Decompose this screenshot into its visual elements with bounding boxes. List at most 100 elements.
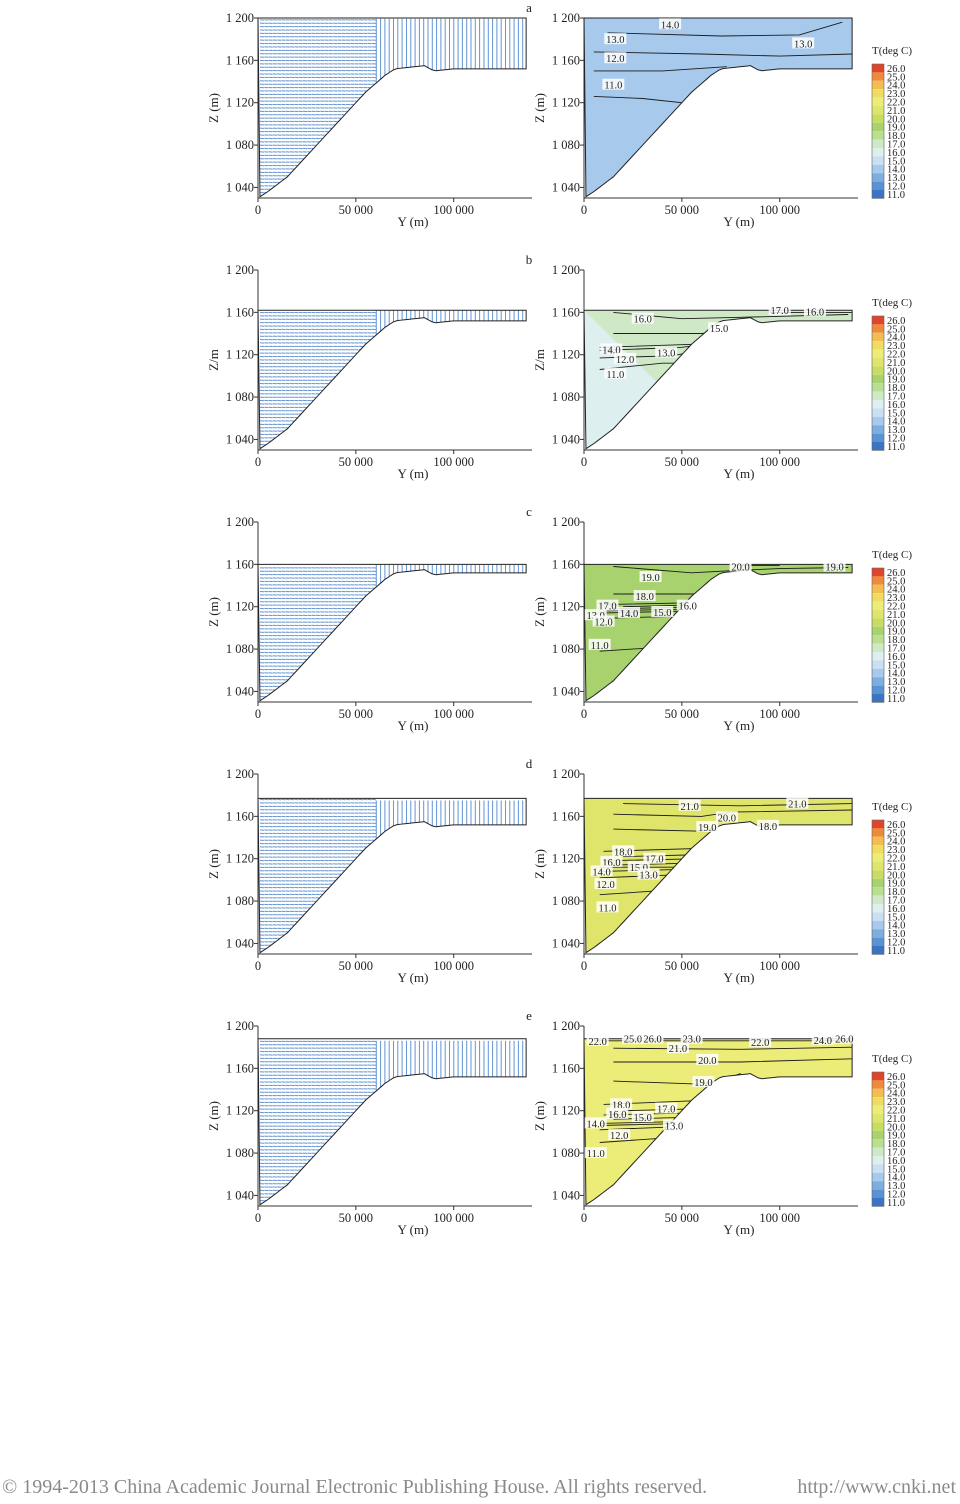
- legend-entry: 26.0: [887, 820, 905, 831]
- legend-entry: 15.0: [887, 1164, 905, 1175]
- velocity-vectors: [259, 18, 524, 197]
- contour-label-box: [768, 304, 791, 316]
- y-tick-label: 1 160: [552, 809, 580, 823]
- legend: T(deg C) 26.025.024.023.022.021.020.019.0…: [871, 45, 912, 201]
- legend-swatch: [872, 853, 884, 862]
- legend-entry: 22.0: [887, 98, 905, 109]
- legend-title: T(deg C): [872, 297, 912, 309]
- contour-label-box: [606, 1107, 629, 1119]
- contour-label: 14.0: [602, 345, 620, 356]
- x-tick-label: 50 000: [339, 203, 373, 217]
- contour-label: 12.0: [610, 1131, 628, 1142]
- legend-entry: 23.0: [887, 341, 905, 352]
- legend-frame: [871, 315, 885, 451]
- y-tick-label: 1 120: [226, 348, 254, 362]
- legend-entry: 14.0: [887, 669, 905, 680]
- velocity-arrows: [259, 798, 524, 953]
- contour-label: 20.0: [731, 562, 749, 573]
- velocity-vectors: [259, 1040, 524, 1205]
- legend-entry: 23.0: [887, 1097, 905, 1108]
- y-tick-label: 1 040: [552, 684, 580, 698]
- contour-label-box: [596, 599, 619, 611]
- legend-swatch: [872, 677, 884, 686]
- legend-swatch: [872, 895, 884, 904]
- x-tick-label: 50 000: [665, 203, 699, 217]
- legend-swatch: [872, 341, 884, 350]
- contour-label-box: [655, 1102, 678, 1114]
- panel-d: 1 040 1 080 1 120 1 160 1 200 0 50 000 100 000 Y…: [206, 756, 912, 985]
- velocity-vectors: [259, 798, 524, 953]
- legend-entry: 19.0: [887, 1131, 905, 1142]
- contour-label-box: [803, 305, 826, 317]
- y-axis-label: Z/m: [206, 349, 221, 371]
- x-axis-label: Y (m): [724, 214, 755, 229]
- legend-entry: 24.0: [887, 1089, 905, 1100]
- legend-entry: 11.0: [887, 1198, 905, 1209]
- y-tick-label: 1 120: [552, 1104, 580, 1118]
- x-tick-label: 0: [581, 203, 587, 217]
- contour-label: 16.0: [602, 858, 620, 869]
- contour-label-box: [621, 1032, 644, 1044]
- contour-label-box: [659, 18, 682, 30]
- legend-swatch: [872, 139, 884, 148]
- legend-frame: [871, 63, 885, 199]
- legend-swatch: [872, 820, 884, 829]
- contour-label-box: [641, 1032, 664, 1044]
- y-tick-label: 1 080: [226, 390, 254, 404]
- legend-entry: 25.0: [887, 576, 905, 587]
- y-axis-label: Z/m: [532, 349, 547, 371]
- temperature-domain-outline: [583, 563, 853, 702]
- x-tick-label: 0: [255, 455, 261, 469]
- contour-line-21.0: [623, 803, 853, 807]
- legend-entry: 25.0: [887, 828, 905, 839]
- panel-e: 1 040 1 080 1 120 1 160 1 200 0 50 000 100 000 Y…: [206, 1008, 912, 1237]
- legend-swatch: [872, 1147, 884, 1156]
- velocity-arrows: [259, 1040, 524, 1205]
- x-tick-label: 0: [255, 203, 261, 217]
- y-tick-label: 1 160: [226, 53, 254, 67]
- contour-label: 14.0: [620, 609, 638, 620]
- x-tick-label: 100 000: [759, 455, 800, 469]
- contour-label: 17.0: [645, 855, 663, 866]
- temperature-band-19.0: [584, 564, 853, 701]
- legend-entry: 12.0: [887, 1190, 905, 1201]
- contour-label: 16.0: [806, 307, 824, 318]
- legend-swatch: [872, 1114, 884, 1123]
- legend-entry: 17.0: [887, 1148, 905, 1159]
- contour-label-box: [600, 855, 623, 867]
- contour-label-box: [602, 78, 625, 90]
- legend-entry: 15.0: [887, 912, 905, 923]
- legend-entry: 20.0: [887, 114, 905, 125]
- legend-swatch: [872, 685, 884, 694]
- legend-entry: 18.0: [887, 1139, 905, 1150]
- contour-label: 19.0: [698, 823, 716, 834]
- contour-label: 14.0: [592, 867, 610, 878]
- footer-url[interactable]: http://www.cnki.net: [797, 1476, 956, 1498]
- x-tick-label: 100 000: [433, 959, 474, 973]
- legend: T(deg C) 26.025.024.023.022.021.020.019.0…: [871, 801, 912, 957]
- x-axis-label: Y (m): [398, 718, 429, 733]
- legend-entry: 16.0: [887, 652, 905, 663]
- panel-label: d: [526, 756, 533, 771]
- legend-entry: 17.0: [887, 896, 905, 907]
- temperature-domain-outline: [583, 309, 853, 450]
- legend-swatch: [872, 366, 884, 375]
- legend-entry: 16.0: [887, 1156, 905, 1167]
- contour-label-box: [604, 33, 627, 45]
- y-tick-label: 1 080: [552, 1146, 580, 1160]
- x-tick-label: 100 000: [433, 455, 474, 469]
- legend-entry: 23.0: [887, 593, 905, 604]
- y-tick-label: 1 160: [226, 809, 254, 823]
- panel-label: a: [526, 0, 532, 15]
- legend-entry: 14.0: [887, 1173, 905, 1184]
- legend-swatch: [872, 80, 884, 90]
- contour-label-box: [600, 343, 623, 355]
- legend-swatch: [872, 89, 884, 98]
- contour-label-box: [696, 820, 719, 832]
- legend-entry: 23.0: [887, 845, 905, 856]
- legend-entry: 19.0: [887, 627, 905, 638]
- legend-entry: 16.0: [887, 904, 905, 915]
- legend-swatch: [872, 576, 884, 585]
- temperature-field: [584, 1038, 853, 1205]
- contour-label: 17.0: [657, 1105, 675, 1116]
